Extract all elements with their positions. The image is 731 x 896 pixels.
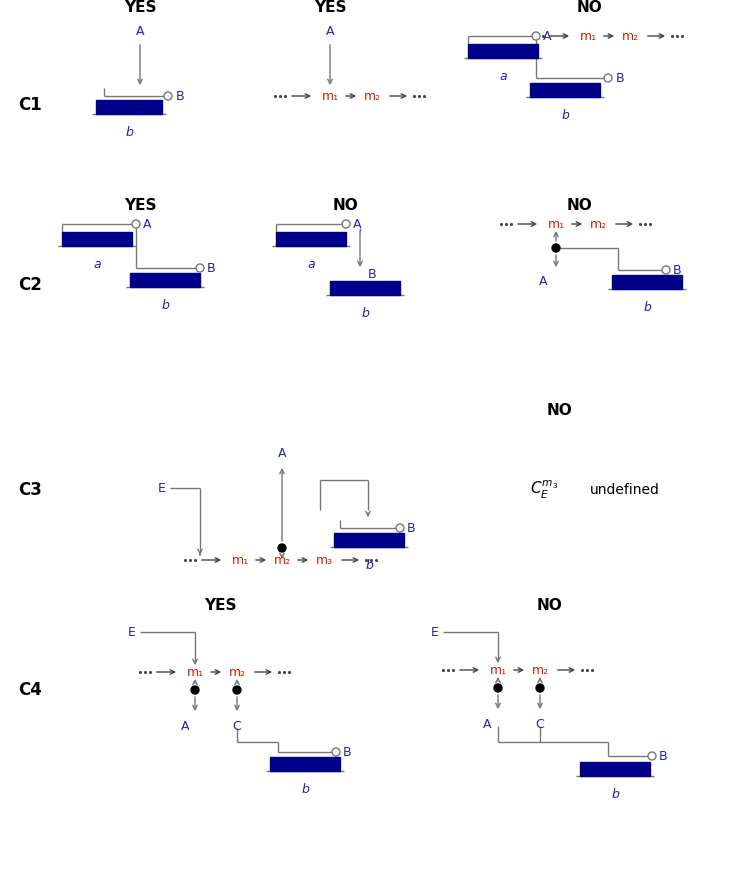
Bar: [270, 757, 340, 771]
Text: E: E: [158, 481, 166, 495]
Text: m₁: m₁: [322, 90, 338, 102]
Text: m₁: m₁: [548, 218, 564, 230]
Text: m₁: m₁: [232, 554, 249, 566]
Text: C3: C3: [18, 481, 42, 499]
Circle shape: [278, 544, 286, 552]
Text: E: E: [128, 625, 136, 639]
Text: m₁: m₁: [490, 664, 507, 676]
Text: m₂: m₂: [363, 90, 381, 102]
Circle shape: [662, 266, 670, 274]
Text: A: A: [482, 718, 491, 731]
Text: $C_E^{m_3}$: $C_E^{m_3}$: [530, 478, 558, 501]
Text: a: a: [93, 258, 101, 271]
Text: a: a: [307, 258, 315, 271]
Text: A: A: [543, 30, 551, 42]
Text: A: A: [136, 25, 144, 38]
Circle shape: [536, 684, 544, 692]
Text: b: b: [365, 559, 373, 572]
Text: NO: NO: [332, 198, 358, 213]
Text: A: A: [539, 275, 548, 288]
Bar: [330, 281, 400, 295]
Text: C1: C1: [18, 96, 42, 114]
Text: YES: YES: [124, 0, 156, 15]
Text: B: B: [176, 90, 185, 102]
Text: C: C: [536, 718, 545, 731]
Text: B: B: [368, 269, 376, 281]
Text: b: b: [361, 307, 369, 320]
Bar: [96, 100, 162, 114]
Text: E: E: [431, 625, 439, 639]
Bar: [580, 762, 650, 776]
Circle shape: [191, 686, 199, 694]
Bar: [130, 273, 200, 287]
Text: C: C: [232, 720, 241, 733]
Text: C4: C4: [18, 681, 42, 699]
Text: undefined: undefined: [590, 483, 660, 497]
Text: C2: C2: [18, 276, 42, 294]
Circle shape: [532, 32, 540, 40]
Text: b: b: [561, 109, 569, 122]
Text: NO: NO: [547, 403, 573, 418]
Bar: [468, 44, 538, 58]
Text: NO: NO: [537, 598, 563, 613]
Circle shape: [494, 684, 502, 692]
Text: B: B: [207, 262, 216, 274]
Bar: [530, 83, 600, 97]
Text: B: B: [407, 521, 416, 535]
Text: b: b: [301, 783, 309, 796]
Text: A: A: [181, 720, 189, 733]
Text: b: b: [161, 299, 169, 312]
Text: m₂: m₂: [273, 554, 290, 566]
Text: YES: YES: [204, 598, 236, 613]
Text: NO: NO: [567, 198, 593, 213]
Text: m₁: m₁: [186, 666, 203, 678]
Bar: [334, 533, 404, 547]
Circle shape: [132, 220, 140, 228]
Circle shape: [233, 686, 241, 694]
Circle shape: [552, 244, 560, 252]
Text: m₃: m₃: [316, 554, 333, 566]
Text: B: B: [616, 72, 624, 84]
Text: m₁: m₁: [580, 30, 596, 42]
Text: A: A: [326, 25, 334, 38]
Circle shape: [332, 748, 340, 756]
Circle shape: [648, 752, 656, 760]
Text: m₂: m₂: [621, 30, 639, 42]
Text: b: b: [125, 126, 133, 139]
Circle shape: [196, 264, 204, 272]
Text: YES: YES: [124, 198, 156, 213]
Bar: [612, 275, 682, 289]
Text: a: a: [499, 70, 507, 83]
Text: B: B: [343, 745, 352, 759]
Text: A: A: [353, 218, 362, 230]
Bar: [62, 232, 132, 246]
Text: m₂: m₂: [228, 666, 246, 678]
Text: m₂: m₂: [531, 664, 548, 676]
Text: b: b: [643, 301, 651, 314]
Circle shape: [604, 74, 612, 82]
Text: B: B: [659, 749, 667, 762]
Text: m₂: m₂: [589, 218, 607, 230]
Text: A: A: [278, 447, 287, 460]
Text: YES: YES: [314, 0, 346, 15]
Circle shape: [164, 92, 172, 100]
Circle shape: [396, 524, 404, 532]
Text: B: B: [673, 263, 681, 277]
Text: NO: NO: [577, 0, 603, 15]
Text: b: b: [611, 788, 619, 801]
Bar: [276, 232, 346, 246]
Circle shape: [342, 220, 350, 228]
Text: A: A: [143, 218, 151, 230]
